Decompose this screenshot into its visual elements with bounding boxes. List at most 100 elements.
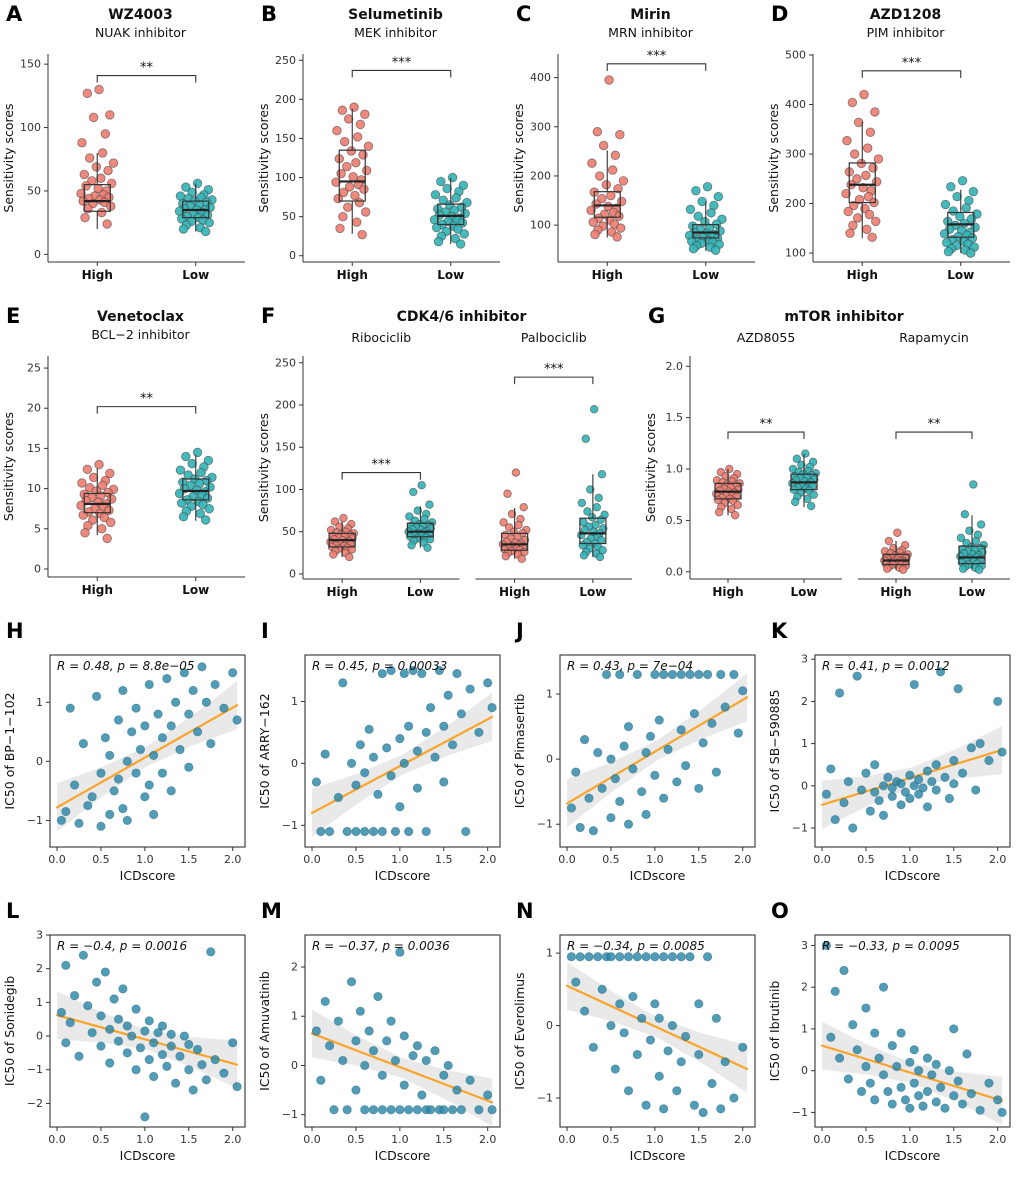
y-axis-label: IC50 of Amuvatinib <box>257 971 272 1091</box>
jitter-point <box>359 184 369 195</box>
jitter-point <box>867 232 877 242</box>
scatter-point <box>197 662 207 672</box>
scatter-point <box>447 740 458 750</box>
y-axis-label: IC50 of Everolimus <box>512 972 527 1089</box>
group-label: High <box>337 268 368 282</box>
x-tick-label: 1.0 <box>391 853 409 866</box>
panel-E: E Venetoclax BCL−2 inhibitor 0 5 10 15 20 25 Sens… <box>0 302 255 617</box>
jitter-point <box>607 165 618 175</box>
scatter-point <box>351 826 361 837</box>
scatter-point <box>390 826 401 837</box>
box <box>338 149 366 202</box>
y-tick-label: 50 <box>27 184 41 197</box>
panel-O: O 0.0 0.5 1.0 1.5 2.0 −1 0 1 2 3 R = −0.33, p = 0.0… <box>765 897 1020 1178</box>
scatter-point <box>417 1090 427 1100</box>
scatter-point <box>914 774 924 785</box>
y-tick-label: 150 <box>20 58 41 71</box>
scatter-point <box>342 826 352 837</box>
y-tick-label: 200 <box>785 197 806 210</box>
scatter-point <box>663 1046 673 1056</box>
scatter-point <box>316 1075 326 1085</box>
scatter-point <box>430 752 440 762</box>
scatter-point <box>324 1041 335 1051</box>
jitter-point <box>178 511 189 522</box>
jitter-point <box>843 206 853 217</box>
x-tick-label: 0.5 <box>92 1133 110 1146</box>
jitter-point <box>898 565 908 575</box>
y-axis-label: Sensitivity scores <box>511 103 526 212</box>
jitter-point <box>105 517 116 528</box>
group-label: Low <box>182 268 209 282</box>
jitter-point <box>861 224 872 235</box>
scatter-point <box>175 1051 185 1061</box>
scatter-point <box>707 718 717 728</box>
scatter-point <box>377 1105 387 1115</box>
group-label: High <box>82 583 113 597</box>
scatter-point <box>641 809 651 820</box>
scatter-point <box>320 749 330 759</box>
jitter-point <box>413 506 423 515</box>
scatter-point <box>900 787 911 797</box>
panel-C: C Mirin MRN inhibitor 100 200 300 400 Sensitivi… <box>510 0 765 302</box>
jitter-point <box>336 168 346 179</box>
y-tick-label: 0 <box>291 1059 298 1072</box>
scatter-point <box>566 803 577 813</box>
scatter-point <box>113 1014 124 1024</box>
scatter-point <box>993 1095 1003 1105</box>
scatter-point <box>659 793 669 803</box>
y-tick-label: 200 <box>530 169 551 182</box>
x-axis-label: ICDscore <box>885 868 941 883</box>
scatter-point <box>232 715 242 725</box>
regression-line <box>565 984 749 1071</box>
scatter-point <box>179 1031 189 1041</box>
scatter-point <box>447 1105 458 1115</box>
scatter-point <box>654 1013 664 1023</box>
scatter-point <box>368 826 379 837</box>
panel-J: J 0.0 0.5 1.0 1.5 2.0 −1 0 1 R = 0.43, p = 7e−04 I… <box>510 617 765 897</box>
scatter-point <box>883 772 893 782</box>
x-tick-label: 0.0 <box>813 853 831 866</box>
jitter-point <box>809 490 818 499</box>
jitter-point <box>859 89 869 100</box>
x-tick-label: 0.0 <box>813 1133 831 1146</box>
jitter-point <box>501 551 511 561</box>
panel-border <box>49 934 246 1128</box>
scatter-point <box>399 758 409 768</box>
y-axis-label: Sensitivity scores <box>1 103 16 212</box>
scatter-point <box>140 1112 150 1122</box>
scatter-point <box>69 991 80 1001</box>
scatter-point <box>637 1013 647 1023</box>
y-tick-label: 0 <box>546 1019 553 1032</box>
scatter-point <box>936 1082 946 1092</box>
scatter-point <box>637 787 647 797</box>
scatter-point <box>914 789 924 799</box>
regression-line <box>55 1014 239 1066</box>
scatter-point <box>716 1104 726 1114</box>
jitter-point <box>613 183 623 194</box>
panel-subtitle: MEK inhibitor <box>354 25 437 40</box>
jitter-point <box>100 129 111 139</box>
jitter-point <box>425 535 435 544</box>
y-tick-label: 10 <box>27 482 41 495</box>
jitter-point <box>587 158 597 168</box>
scatter-point <box>676 952 686 962</box>
scatter-point <box>615 999 625 1009</box>
correlation-annotation: R = −0.37, p = 0.0036 <box>312 939 450 953</box>
scatter-point <box>597 783 607 794</box>
facet-label: Ribociclib <box>351 330 411 345</box>
scatter-point <box>641 952 651 962</box>
jitter-point <box>517 554 527 563</box>
jitter-point <box>873 154 884 164</box>
jitter-point <box>342 202 353 213</box>
y-tick-label: 1 <box>801 1022 808 1035</box>
x-tick-label: 0.5 <box>602 1133 620 1146</box>
scatter-point <box>918 783 928 793</box>
jitter-point <box>685 204 696 215</box>
jitter-point <box>797 460 806 470</box>
jitter-point <box>408 487 418 497</box>
scatter-point <box>333 792 343 803</box>
significance-bracket <box>351 69 452 78</box>
scatter-point <box>887 1041 897 1051</box>
scatter-point <box>219 703 229 713</box>
scatter-point <box>201 1075 211 1085</box>
